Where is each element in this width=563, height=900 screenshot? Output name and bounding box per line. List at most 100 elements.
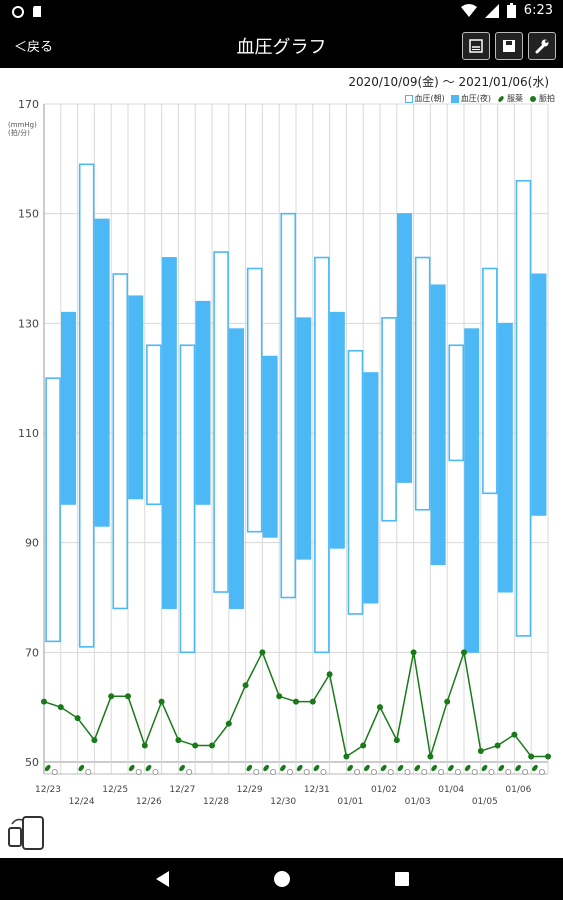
status-bar: 6:23 — [0, 0, 563, 24]
bp-evening-bar — [397, 213, 413, 483]
pulse-point — [494, 742, 501, 749]
medication-pill-mark — [145, 764, 152, 772]
medication-tablet-mark — [320, 769, 327, 776]
bp-morning-bar — [280, 212, 297, 599]
medication-pill-mark — [464, 764, 471, 772]
pulse-point — [108, 693, 115, 700]
blood-pressure-chart: 50 70 90 110 130 150 170 12/23 12/25 12/27 12/29 12… — [18, 98, 551, 807]
medication-pill-mark — [498, 764, 505, 772]
legend-label: 血圧(夜) — [460, 94, 491, 103]
bp-morning-bar — [381, 317, 397, 522]
pulse-point — [427, 753, 434, 760]
legend-label: 服薬 — [507, 94, 523, 103]
pulse-point — [309, 698, 316, 705]
pulse-point — [57, 704, 64, 711]
back-nav-icon[interactable] — [153, 869, 171, 889]
bp-morning-bar — [78, 163, 95, 648]
bp-evening-bar — [497, 322, 513, 593]
filled-box-icon — [450, 94, 459, 103]
app-bar: ＜戻る 血圧グラフ — [0, 24, 563, 68]
y-unit-mmhg: (mmHg) — [8, 121, 37, 129]
medication-tablet-mark — [387, 769, 394, 776]
legend-item-pulse: 脈拍 — [529, 93, 555, 104]
back-button[interactable]: ＜戻る — [14, 40, 54, 55]
pulse-point — [242, 682, 249, 689]
pulse-point — [91, 737, 98, 744]
signal-icon — [484, 3, 499, 18]
bp-evening-bar — [262, 355, 278, 538]
x-tick-label: 01/04 — [438, 785, 464, 795]
pulse-point — [293, 698, 299, 705]
pulse-point — [276, 693, 283, 700]
bp-evening-bar — [531, 273, 547, 516]
pulse-point — [410, 649, 417, 656]
rotate-device-icon[interactable] — [6, 814, 46, 852]
bp-morning-bar — [45, 377, 61, 643]
medication-tablet-mark — [303, 769, 310, 776]
medication-pill-mark — [481, 764, 488, 772]
legend-label: 脈拍 — [539, 94, 555, 103]
bp-morning-bar — [482, 267, 498, 495]
x-tick-label: 01/01 — [337, 797, 363, 807]
medication-tablet-mark — [421, 769, 428, 776]
recents-nav-icon[interactable] — [393, 869, 411, 889]
save-button[interactable] — [495, 32, 523, 60]
medication-tablet-mark — [438, 769, 445, 776]
bp-morning-bar — [347, 349, 364, 615]
print-button[interactable] — [462, 32, 490, 60]
y-tick-label: 70 — [25, 646, 39, 659]
sd-card-icon — [33, 6, 41, 17]
medication-tablet-mark — [152, 769, 159, 776]
y-tick-label: 110 — [18, 427, 39, 440]
pulse-point — [545, 753, 551, 760]
pulse-point — [461, 649, 467, 656]
bp-evening-bar — [464, 328, 480, 653]
bp-morning-bar — [213, 251, 229, 593]
pulse-point — [343, 753, 350, 760]
settings-button[interactable] — [528, 32, 556, 60]
x-tick-label: 12/31 — [304, 785, 330, 795]
bp-evening-bar — [363, 372, 379, 604]
legend-item-bp-evening: 血圧(夜) — [450, 93, 491, 104]
medication-pill-mark — [380, 764, 387, 772]
medication-pill-mark — [532, 764, 538, 772]
y-tick-label: 150 — [18, 208, 39, 221]
pulse-point — [377, 704, 383, 711]
medication-pill-mark — [431, 764, 437, 772]
medication-tablet-mark — [85, 769, 92, 776]
medication-tablet-mark — [404, 769, 411, 776]
x-tick-label: 01/03 — [405, 797, 431, 807]
x-tick-label: 12/28 — [203, 797, 229, 807]
x-tick-label: 01/02 — [371, 785, 397, 795]
x-tick-label: 01/05 — [472, 797, 498, 807]
status-time: 6:23 — [523, 3, 553, 18]
pill-icon — [498, 95, 504, 102]
pulse-point — [74, 715, 81, 722]
wrench-icon — [535, 39, 549, 54]
notification-circle-icon — [12, 5, 24, 18]
x-tick-label: 12/24 — [69, 797, 95, 807]
pulse-point — [158, 698, 165, 705]
x-tick-label: 01/06 — [505, 785, 531, 795]
x-tick-label: 12/27 — [169, 785, 195, 795]
pulse-point — [192, 742, 199, 749]
pulse-point — [444, 698, 451, 705]
y-axis-unit: (mmHg) (拍/分) — [8, 121, 37, 137]
medication-tablet-mark — [522, 769, 529, 776]
pulse-point — [259, 649, 266, 656]
pulse-point — [360, 742, 367, 749]
bp-evening-bar — [128, 295, 144, 500]
medication-pill-mark — [347, 764, 353, 772]
medication-pill-mark — [44, 764, 51, 772]
legend-item-bp-morning: 血圧(朝) — [404, 93, 445, 104]
print-icon — [469, 39, 483, 53]
navigation-bar — [0, 858, 563, 900]
bp-evening-bar — [296, 317, 312, 560]
bp-evening-bar — [94, 218, 110, 527]
home-nav-icon[interactable] — [272, 869, 292, 889]
dot-icon — [530, 95, 536, 102]
y-tick-label: 90 — [25, 537, 39, 550]
legend-label: 血圧(朝) — [414, 94, 445, 103]
medication-pill-mark — [78, 764, 85, 772]
y-tick-label: 130 — [18, 317, 39, 330]
